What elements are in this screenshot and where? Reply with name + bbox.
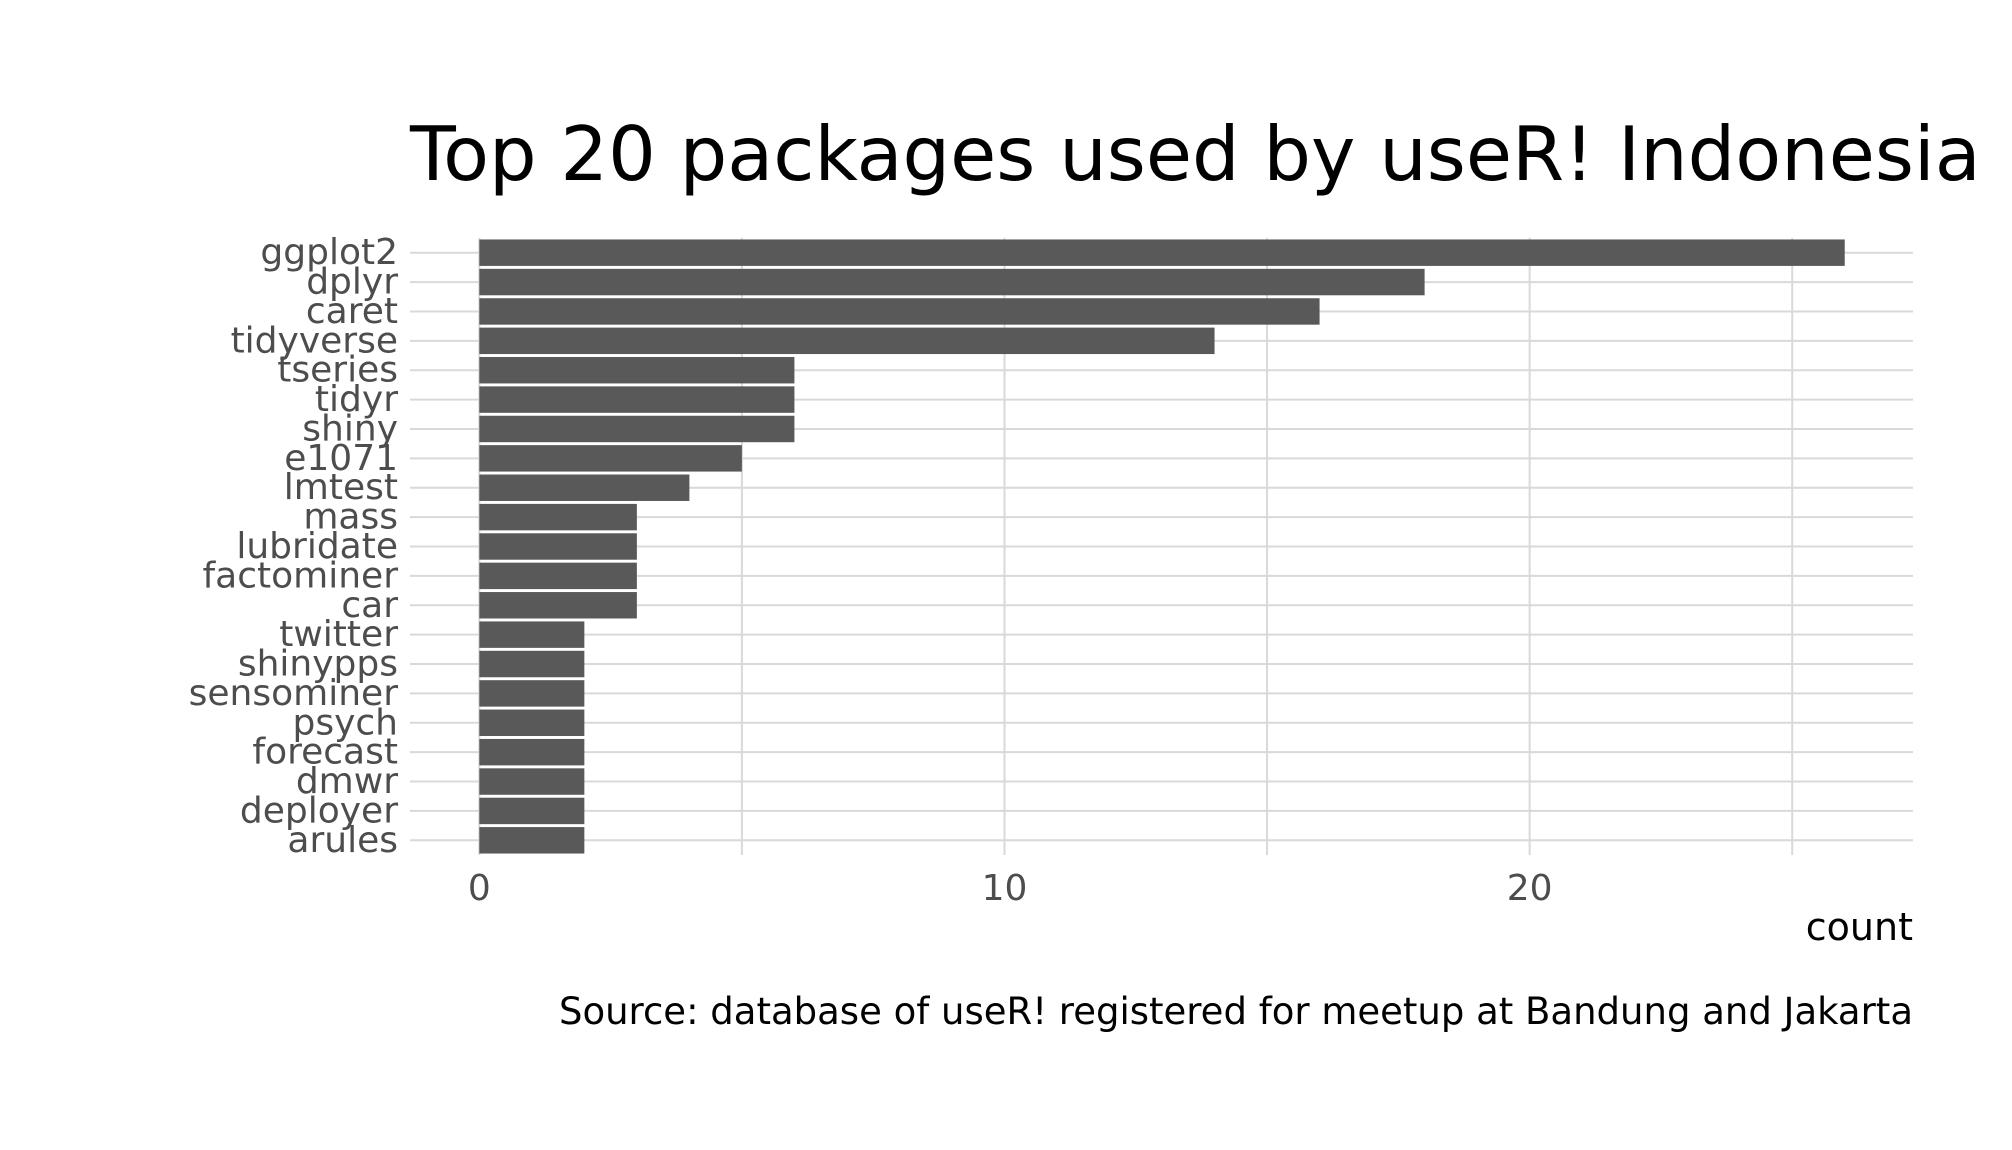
y-tick-label: dplyr <box>306 262 398 303</box>
y-tick-label: lubridate <box>236 526 398 567</box>
y-tick-label: dmwr <box>296 761 398 802</box>
x-axis-title: count <box>1805 905 1913 949</box>
bar <box>479 621 585 648</box>
y-tick-label: lmtest <box>284 467 398 508</box>
bar <box>479 650 585 678</box>
bar <box>479 562 637 590</box>
bar <box>479 386 795 413</box>
bar <box>479 415 795 443</box>
y-tick-label: tidyverse <box>231 320 398 361</box>
y-tick-label: shiny <box>302 408 398 449</box>
y-tick-label: factominer <box>202 555 398 596</box>
y-tick-label: mass <box>303 497 398 538</box>
y-tick-label: tseries <box>277 350 398 391</box>
bar <box>479 768 585 795</box>
y-tick-label: psych <box>292 702 398 743</box>
chart-caption: Source: database of useR! registered for… <box>558 990 1913 1033</box>
bar <box>479 738 585 766</box>
bar <box>479 533 637 560</box>
bar <box>479 680 585 707</box>
y-tick-label: arules <box>287 820 398 861</box>
y-tick-label: e1071 <box>284 438 398 479</box>
y-tick-label: tidyr <box>315 379 398 420</box>
x-tick-label: 0 <box>468 868 491 909</box>
bar <box>479 327 1215 355</box>
y-tick-label: twitter <box>279 614 398 655</box>
bar <box>479 503 637 531</box>
y-tick-label: sensominer <box>189 673 399 714</box>
y-tick-label: forecast <box>252 732 398 773</box>
y-tick-label: ggplot2 <box>260 232 398 273</box>
bar <box>479 797 585 825</box>
y-tick-label: deployer <box>240 790 398 831</box>
bar <box>479 356 795 384</box>
bar <box>479 709 585 737</box>
bar <box>479 474 690 501</box>
x-tick-label: 10 <box>982 868 1028 909</box>
bar <box>479 239 1845 266</box>
bar <box>479 592 637 619</box>
bar <box>479 268 1425 296</box>
x-tick-label: 20 <box>1507 868 1553 909</box>
bar <box>479 298 1320 325</box>
y-tick-label: caret <box>306 291 398 332</box>
bar <box>479 445 742 472</box>
chart-title: Top 20 packages used by useR! Indonesia <box>410 110 1981 198</box>
bar <box>479 827 585 854</box>
y-tick-label: shinypps <box>238 644 398 685</box>
y-tick-label: car <box>341 585 398 626</box>
